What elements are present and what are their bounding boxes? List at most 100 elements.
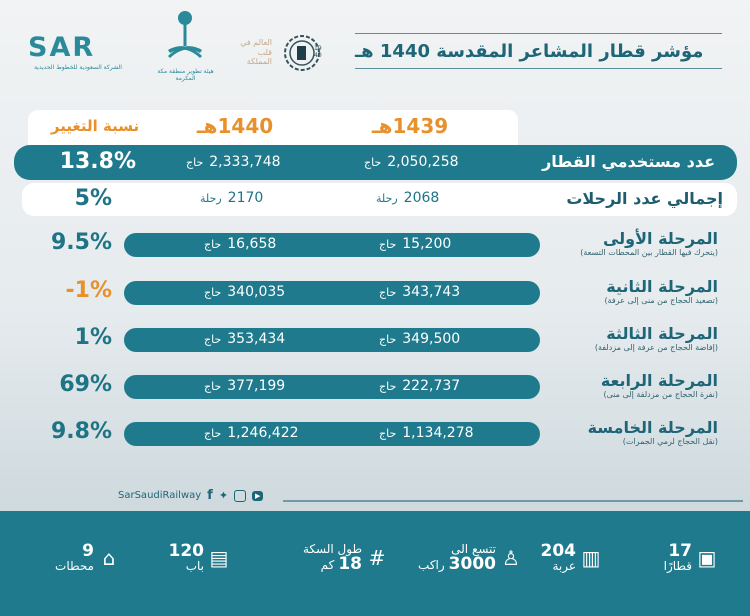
unit: حاج: [186, 155, 204, 169]
stage-label: المرحلة الرابعة (نفرة الحجاج من مزدلفة إ…: [601, 371, 718, 399]
value-1439: 15,200: [402, 236, 452, 252]
stage-title: المرحلة الثالثة: [606, 324, 718, 343]
stage-bar: 343,743 حاج 340,035 حاج: [124, 281, 540, 305]
station-icon: ⌂: [102, 546, 116, 571]
stage-bar: 1,134,278 حاج 1,246,422 حاج: [124, 422, 540, 446]
value-1440: 2170: [227, 190, 264, 206]
railcar-icon: ▥: [581, 546, 601, 571]
stat-label: كم: [320, 558, 335, 573]
stage-change: -1%: [65, 278, 112, 303]
stage-subtitle: (نقل الحجاج لرمي الجمرات): [622, 437, 718, 446]
stage-subtitle: (إفاضة الحجاج من عرفة إلى مزدلفة): [594, 343, 718, 352]
social-handle[interactable]: SarSaudiRailway: [118, 490, 202, 501]
header-1440: 1440هـ: [196, 114, 274, 138]
page-title: مؤشر قطار المشاعر المقدسة 1440 هـ: [355, 40, 704, 62]
facebook-icon[interactable]: f: [207, 488, 213, 503]
stage-subtitle: (نفرة الحجاج من مزدلفة إلى منى): [603, 390, 718, 399]
value-1440: 340,035: [227, 284, 286, 300]
stat-label: راكب: [418, 558, 445, 573]
palm-swords-logo: [162, 10, 208, 62]
value-1440: 1,246,422: [227, 425, 299, 441]
stat-item: ⌂ 9 محطات: [30, 543, 120, 573]
unit: حاج: [204, 426, 222, 440]
slogan-logo: العالم في قلب المملكة: [240, 38, 272, 67]
unit: حاج: [379, 285, 397, 299]
stage-change: 69%: [59, 372, 112, 397]
unit: حاج: [204, 285, 222, 299]
badge-year: 1940: [314, 45, 322, 59]
stat-item: # طول السكة 18 كم: [268, 542, 388, 575]
stage-title: المرحلة الخامسة: [587, 418, 718, 437]
instagram-icon[interactable]: [234, 489, 247, 502]
stage-title: المرحلة الثانية: [606, 277, 718, 296]
value-1439: 222,737: [402, 378, 461, 394]
twitter-icon[interactable]: ✦: [218, 489, 229, 502]
value-1440: 2,333,748: [209, 154, 281, 170]
stage-bar: 15,200 حاج 16,658 حاج: [124, 233, 540, 257]
header-1439: 1439هـ: [371, 114, 449, 138]
mecca-authority-text: هيئة تطوير منطقة مكة المكرمة: [157, 68, 214, 82]
value-1440: 353,434: [227, 331, 286, 347]
stage-subtitle: (تصعيد الحجاج من منى إلى عرفة): [604, 296, 718, 305]
stat-label: عربة: [552, 559, 576, 573]
unit: حاج: [364, 155, 382, 169]
stat-item: ▥ 204 عربة: [526, 543, 602, 573]
social-links: SarSaudiRailway f ✦ ▶: [118, 488, 264, 503]
stage-label: المرحلة الخامسة (نقل الحجاج لرمي الجمرات…: [588, 418, 718, 446]
stat-item: ▣ 17 قطارًا: [648, 543, 718, 573]
value-1439: 2068: [403, 190, 440, 206]
doors-icon: ▤: [209, 546, 229, 571]
row-label: إجمالي عدد الرحلات: [566, 189, 723, 208]
value-1439: 349,500: [402, 331, 461, 347]
track-icon: #: [368, 546, 386, 571]
stat-number: 18: [338, 554, 362, 575]
stat-label: باب: [185, 559, 204, 573]
table-row-users: عدد مستخدمي القطار 2,050,258 حاج 2,333,74…: [14, 145, 737, 180]
table-header-box: [28, 110, 518, 148]
stat-item: ♙ تتسع الى 3000 راكب: [392, 542, 522, 573]
change-value: 5%: [74, 186, 112, 211]
change-value: 13.8%: [59, 149, 136, 174]
youtube-icon[interactable]: ▶: [252, 490, 264, 501]
stage-label: المرحلة الثانية (تصعيد الحجاج من منى إلى…: [604, 277, 718, 305]
stat-number: 17: [668, 541, 692, 561]
stage-change: 1%: [74, 325, 112, 350]
stat-prefix: طول السكة: [302, 542, 362, 556]
value-1439: 343,743: [402, 284, 461, 300]
value-1440: 377,199: [227, 378, 286, 394]
unit: رحلة: [376, 191, 398, 205]
stage-title: المرحلة الأولى: [602, 229, 718, 248]
value-1440: 16,658: [227, 236, 277, 252]
unit: حاج: [204, 237, 222, 251]
stat-number: 204: [540, 541, 577, 561]
value-1439: 2,050,258: [387, 154, 459, 170]
1940-badge-logo: 1940: [284, 33, 324, 73]
table-row-trips: إجمالي عدد الرحلات 2068 رحلة 2170 رحلة 5%: [22, 183, 737, 216]
unit: حاج: [204, 379, 222, 393]
title-bar: مؤشر قطار المشاعر المقدسة 1440 هـ: [355, 33, 722, 69]
stat-item: ▤ 120 باب: [150, 543, 230, 573]
train-icon: ▣: [697, 546, 717, 571]
stage-label: المرحلة الأولى (يتحرك فيها القطار بين ال…: [580, 229, 718, 257]
unit: حاج: [204, 332, 222, 346]
stat-number: 120: [168, 541, 205, 561]
stat-prefix: تتسع الى: [451, 542, 496, 556]
unit: حاج: [379, 332, 397, 346]
stage-change: 9.8%: [50, 419, 112, 444]
stage-change: 9.5%: [50, 230, 112, 255]
stat-label: محطات: [55, 559, 94, 573]
passengers-icon: ♙: [502, 546, 520, 571]
stage-subtitle: (يتحرك فيها القطار بين المحطات التسعة): [580, 248, 718, 257]
sar-subtitle: الشركة السعودية للخطوط الحديدية: [34, 64, 122, 71]
stage-bar: 349,500 حاج 353,434 حاج: [124, 328, 540, 352]
sar-logo: SAR: [28, 32, 96, 63]
stat-label: قطارًا: [663, 559, 692, 573]
unit: حاج: [379, 379, 397, 393]
value-1439: 1,134,278: [402, 425, 474, 441]
train-outline-decoration: [283, 500, 743, 502]
stage-label: المرحلة الثالثة (إفاضة الحجاج من عرفة إل…: [595, 324, 718, 352]
stage-bar: 222,737 حاج 377,199 حاج: [124, 375, 540, 399]
row-label: عدد مستخدمي القطار: [542, 152, 715, 171]
header-change: نسبة التغيير: [50, 117, 140, 135]
stat-number: 9: [82, 541, 94, 561]
